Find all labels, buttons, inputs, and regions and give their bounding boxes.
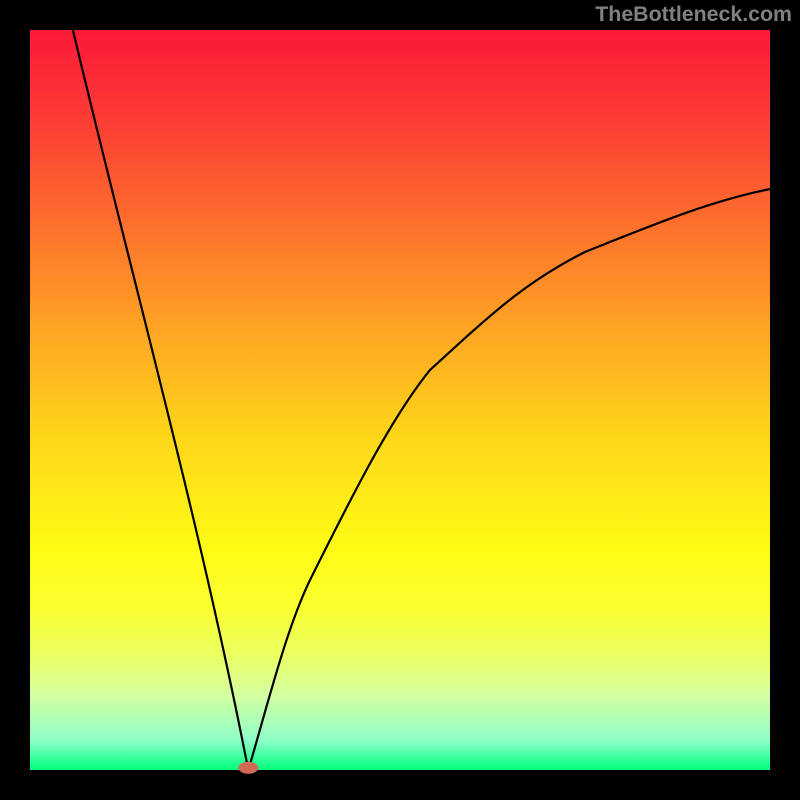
minimum-marker — [238, 762, 258, 774]
gradient-background — [30, 30, 770, 770]
chart-container: TheBottleneck.com — [0, 0, 800, 800]
bottleneck-chart — [0, 0, 800, 800]
watermark-text: TheBottleneck.com — [595, 2, 792, 27]
